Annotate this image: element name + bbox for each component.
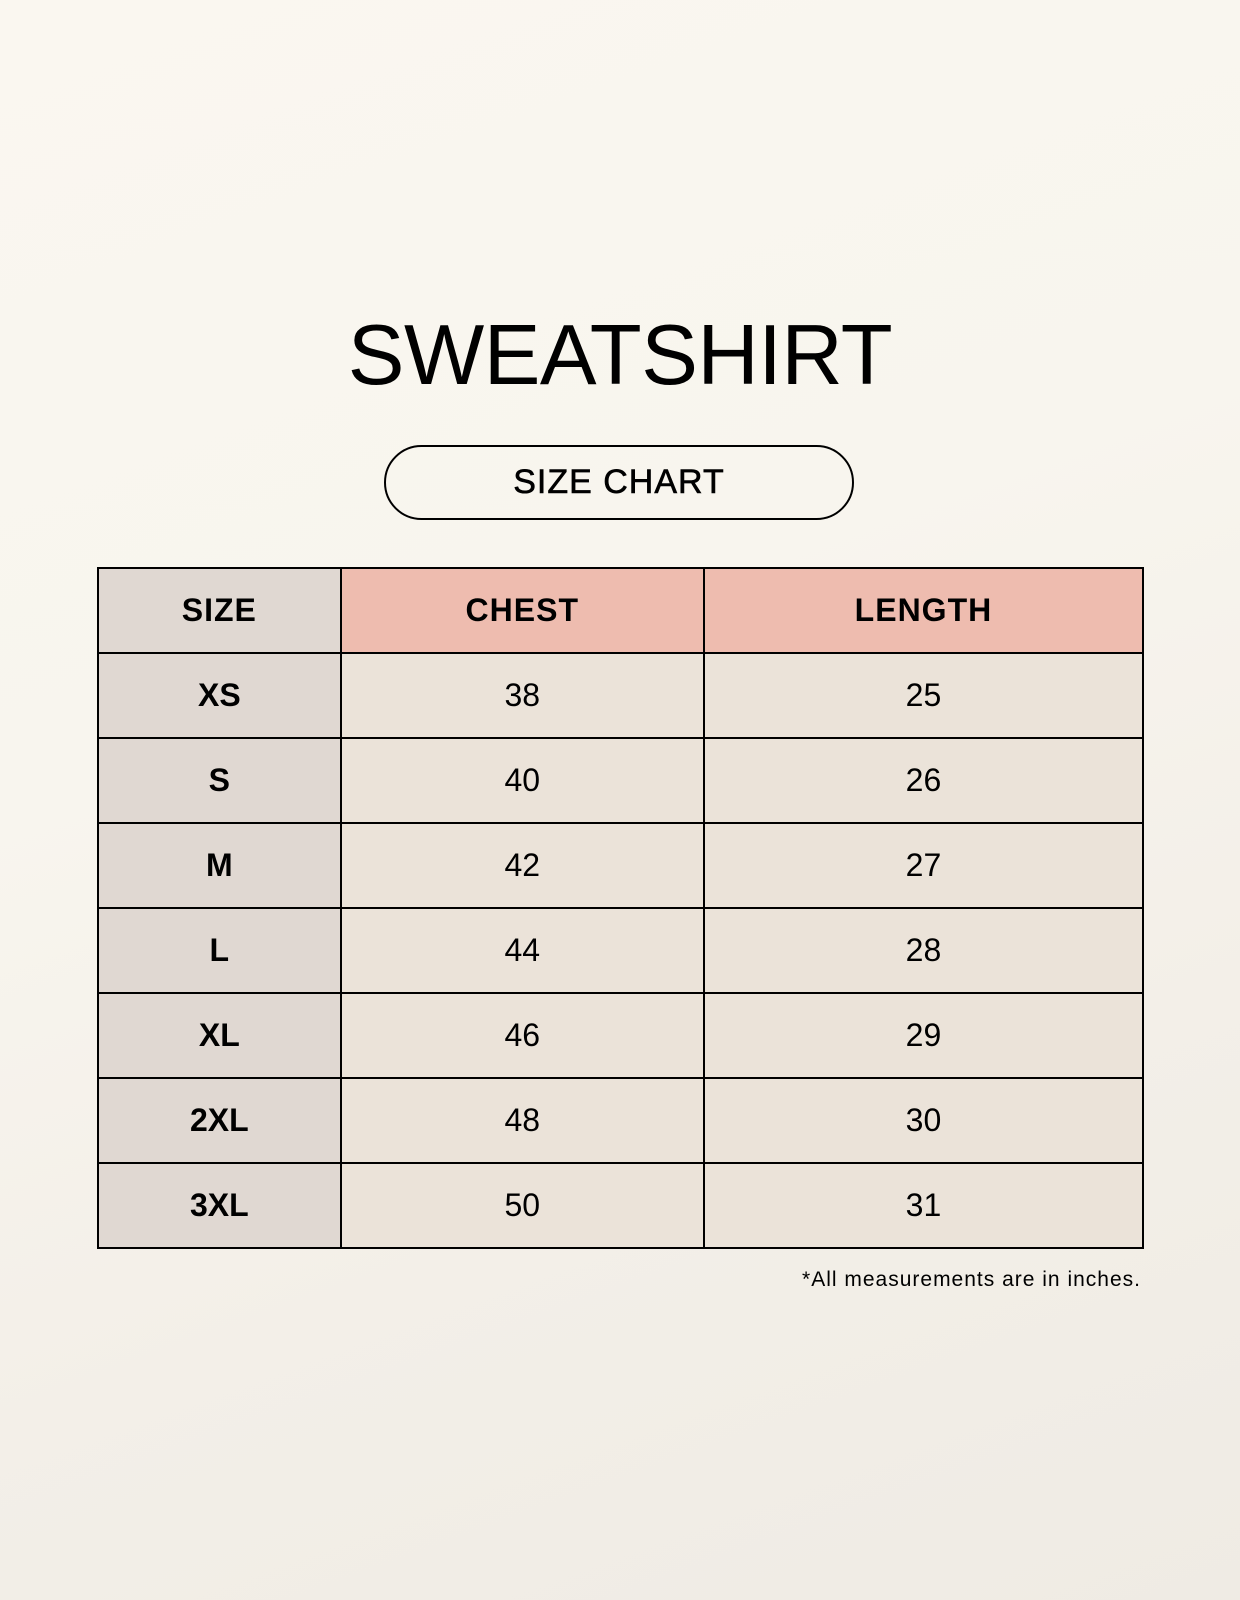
cell-length: 28 <box>702 907 1145 994</box>
header-chest: CHEST <box>339 567 705 654</box>
measurement-note: *All measurements are in inches. <box>802 1268 1141 1291</box>
table-header-row: SIZE CHEST LENGTH <box>97 567 1145 654</box>
header-length: LENGTH <box>702 567 1145 654</box>
size-chart-label: SIZE CHART <box>384 445 854 520</box>
cell-length: 27 <box>702 822 1145 909</box>
table-row: XL 46 29 <box>97 992 1145 1079</box>
cell-size: 3XL <box>97 1162 342 1249</box>
cell-size: M <box>97 822 342 909</box>
cell-chest: 38 <box>339 652 705 739</box>
cell-chest: 48 <box>339 1077 705 1164</box>
table-row: XS 38 25 <box>97 652 1145 739</box>
table-row: 2XL 48 30 <box>97 1077 1145 1164</box>
size-table: SIZE CHEST LENGTH XS 38 25 S 40 26 M 42 27 L 44 28 X… <box>97 567 1145 1249</box>
table-row: M 42 27 <box>97 822 1145 909</box>
cell-length: 26 <box>702 737 1145 824</box>
cell-size: XL <box>97 992 342 1079</box>
cell-size: S <box>97 737 342 824</box>
cell-chest: 40 <box>339 737 705 824</box>
table-row: S 40 26 <box>97 737 1145 824</box>
cell-length: 29 <box>702 992 1145 1079</box>
table-row: 3XL 50 31 <box>97 1162 1145 1249</box>
cell-chest: 44 <box>339 907 705 994</box>
cell-chest: 46 <box>339 992 705 1079</box>
cell-length: 25 <box>702 652 1145 739</box>
cell-chest: 42 <box>339 822 705 909</box>
cell-length: 31 <box>702 1162 1145 1249</box>
header-size: SIZE <box>97 567 342 654</box>
cell-size: L <box>97 907 342 994</box>
cell-length: 30 <box>702 1077 1145 1164</box>
cell-size: XS <box>97 652 342 739</box>
table-row: L 44 28 <box>97 907 1145 994</box>
page-title: SWEATSHIRT <box>347 308 893 403</box>
cell-size: 2XL <box>97 1077 342 1164</box>
cell-chest: 50 <box>339 1162 705 1249</box>
